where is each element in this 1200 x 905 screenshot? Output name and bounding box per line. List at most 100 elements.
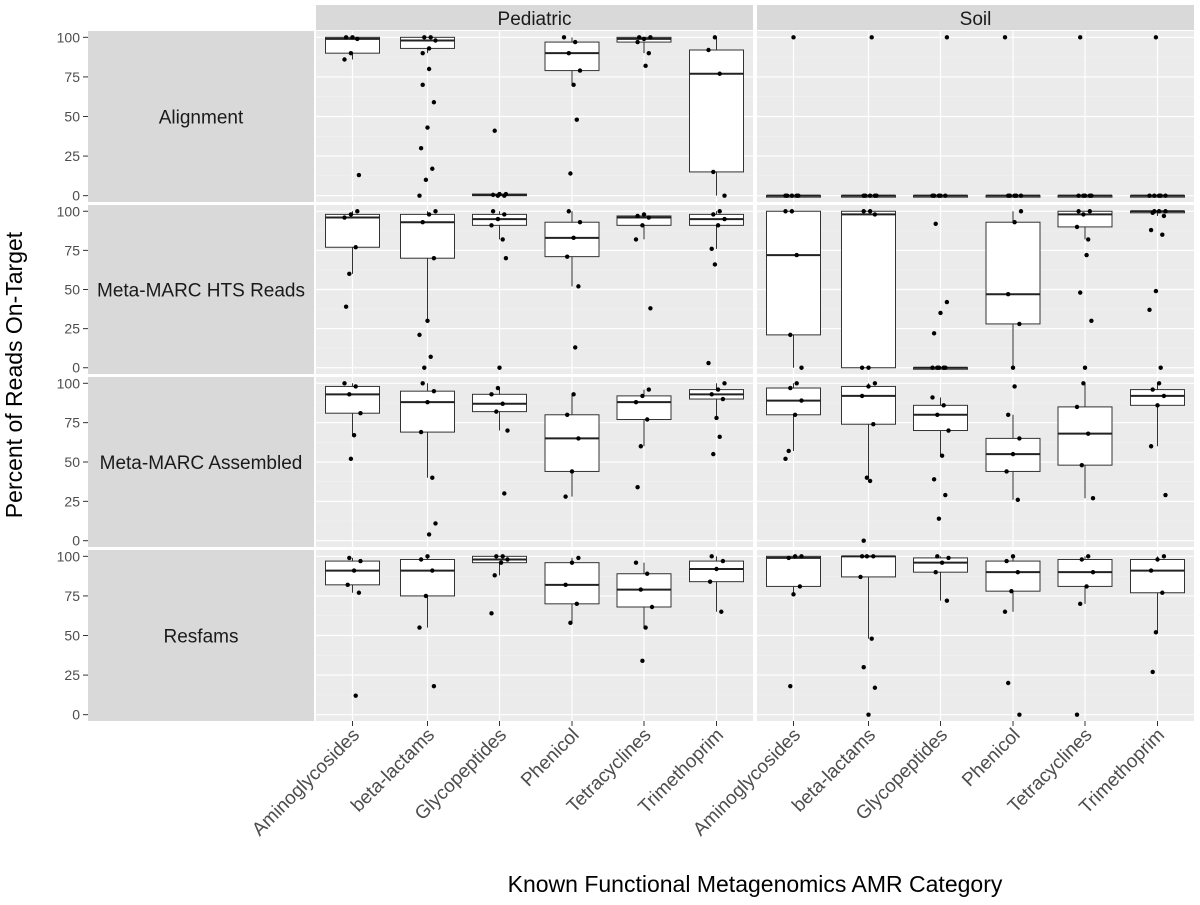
boxplot-resfams-pediatric-phenicol: [544, 555, 600, 626]
data-point: [417, 625, 422, 630]
data-point: [505, 428, 510, 433]
data-point: [872, 685, 878, 690]
data-point: [712, 35, 718, 40]
y-tick-label: 75: [64, 242, 80, 258]
y-axis-title: Percent of Reads On-Target: [1, 231, 27, 518]
data-point: [431, 100, 437, 105]
data-point: [931, 331, 937, 336]
boxplot-alignment-soil-tetracyclines: [1057, 35, 1113, 198]
boxplot-meta-marc-hts-reads-pediatric-glycopeptides: [472, 209, 527, 370]
data-point: [500, 554, 505, 559]
boxplot-meta-marc-hts-reads-pediatric-trimethoprim: [689, 209, 744, 366]
data-point: [640, 223, 645, 228]
data-point: [861, 664, 866, 670]
data-point: [867, 478, 873, 484]
data-point: [342, 215, 347, 220]
data-point: [489, 611, 494, 616]
data-point: [1158, 365, 1163, 370]
row-strip-label-resfams: Resfams: [164, 627, 239, 648]
data-point: [720, 558, 726, 564]
data-point: [1153, 630, 1159, 635]
y-tick-label: 50: [64, 454, 80, 470]
data-point: [355, 209, 360, 214]
data-point: [417, 332, 422, 338]
boxplot-alignment-pediatric-glycopeptides: [472, 128, 527, 198]
row-strip-alignment: [88, 31, 314, 202]
data-point: [356, 172, 362, 178]
data-point: [565, 412, 570, 417]
data-point: [1081, 212, 1086, 217]
boxplot-resfams-soil-tetracyclines: [1057, 554, 1113, 717]
data-point: [648, 35, 653, 40]
data-point: [495, 216, 501, 222]
data-point: [709, 246, 714, 252]
boxplot-meta-marc-assembled-soil-glycopeptides: [913, 395, 968, 521]
data-point: [719, 609, 724, 614]
x-tick-label-pediatric-aminoglycosides: Aminoglycosides: [248, 725, 364, 841]
data-point: [640, 658, 645, 664]
data-point: [859, 554, 865, 559]
data-point: [1012, 384, 1017, 389]
data-point: [489, 392, 494, 397]
data-point: [347, 555, 352, 561]
y-tick-label: 25: [64, 493, 80, 509]
data-point: [420, 381, 425, 386]
data-point: [643, 625, 648, 630]
data-point: [561, 35, 567, 40]
data-point: [791, 35, 796, 40]
boxplot-meta-marc-assembled-soil-trimethoprim: [1130, 381, 1185, 498]
data-point: [1004, 469, 1009, 474]
data-point: [859, 365, 865, 370]
data-point: [342, 57, 347, 62]
data-point: [345, 582, 350, 588]
boxplot-meta-marc-hts-reads-soil-phenicol: [985, 209, 1041, 370]
y-tick-label: 25: [64, 148, 80, 164]
box-iqr: [325, 385, 380, 414]
data-point: [864, 554, 870, 559]
data-point: [709, 392, 714, 397]
data-point: [638, 444, 643, 449]
data-point: [423, 593, 429, 599]
data-point: [433, 521, 438, 526]
data-point: [861, 209, 866, 214]
data-point: [1015, 497, 1020, 502]
box-iqr: [325, 560, 380, 586]
boxplot-alignment-pediatric-beta-lactams: [400, 35, 455, 198]
data-point: [563, 494, 568, 499]
data-point: [1155, 557, 1160, 562]
data-point: [1148, 227, 1154, 233]
data-point: [794, 381, 799, 386]
y-tick-label: 75: [64, 69, 80, 85]
data-point: [358, 411, 363, 416]
boxplot-resfams-soil-glycopeptides: [913, 554, 968, 603]
data-point: [1087, 209, 1093, 214]
data-point: [1089, 193, 1094, 198]
data-point: [577, 220, 583, 225]
data-point: [1082, 193, 1088, 198]
data-point: [638, 587, 643, 592]
data-point: [1074, 224, 1080, 230]
data-point: [492, 128, 497, 133]
data-point: [569, 469, 575, 474]
data-point: [574, 117, 579, 122]
data-point: [503, 256, 509, 261]
boxplot-meta-marc-hts-reads-pediatric-aminoglycosides: [325, 209, 380, 309]
data-point: [939, 453, 945, 458]
box-iqr: [985, 221, 1041, 325]
data-point: [866, 712, 871, 717]
data-point: [1150, 387, 1155, 392]
data-point: [1014, 193, 1019, 198]
data-point: [645, 417, 650, 422]
data-point: [645, 571, 650, 576]
boxplot-meta-marc-assembled-pediatric-aminoglycosides: [325, 381, 380, 462]
data-point: [1006, 412, 1011, 417]
row-strip-resfams: [88, 550, 314, 721]
data-point: [1147, 307, 1152, 313]
data-point: [1018, 193, 1024, 198]
data-point: [1160, 590, 1165, 595]
data-point: [796, 193, 801, 198]
boxplot-alignment-soil-trimethoprim: [1130, 35, 1185, 198]
box-iqr: [766, 210, 821, 336]
data-point: [717, 434, 722, 440]
data-point: [1081, 381, 1086, 386]
